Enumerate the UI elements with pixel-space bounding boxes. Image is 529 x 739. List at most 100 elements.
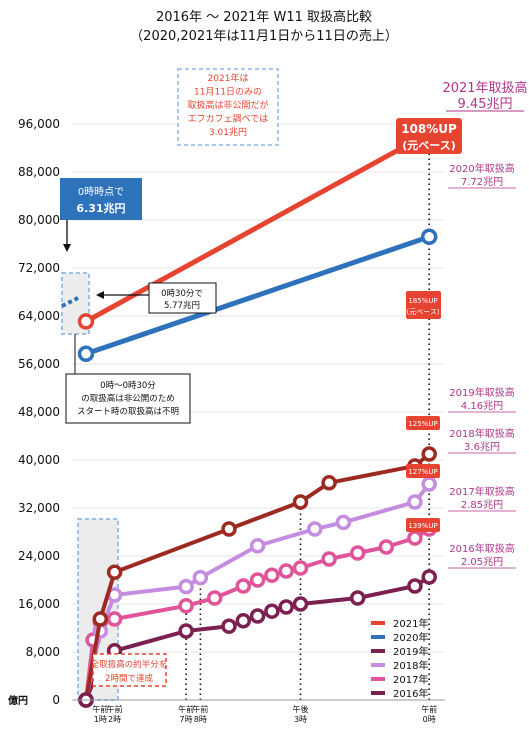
axes: 0 8,000 16,000 24,000 32,000 40,000 48,000 56,0… xyxy=(8,117,445,724)
dotted-guides xyxy=(185,139,431,700)
legend-label: 2019年 xyxy=(393,645,428,658)
y-tick-label: 40,000 xyxy=(18,453,60,467)
y-tick-label: 32,000 xyxy=(18,501,60,515)
data-point xyxy=(249,608,266,624)
label-2016-title: 2016年取扱高 xyxy=(449,542,514,555)
legend-label: 2021年 xyxy=(393,617,428,630)
data-point xyxy=(421,569,437,585)
x-tick-label-top: 午後 xyxy=(293,704,309,714)
label-2018-value: 3.6兆円 xyxy=(464,441,500,453)
y-tick-label: 96,000 xyxy=(18,117,60,131)
x-tick-label-top: 午前 xyxy=(178,704,194,714)
badge-185-line-1: 185%UP xyxy=(408,297,437,305)
chart-title: 2016年 〜 2021年 W11 取扱高比較 xyxy=(156,9,372,25)
callout-2021-arrow-head xyxy=(63,244,71,252)
data-point xyxy=(349,590,366,606)
data-point xyxy=(178,623,194,639)
series-line xyxy=(84,130,431,324)
note-2021-line-5: 3.01兆円 xyxy=(209,127,247,138)
legend-label: 2018年 xyxy=(393,659,428,672)
series-line xyxy=(85,234,431,357)
legend-label: 2020年 xyxy=(393,631,428,644)
data-point xyxy=(407,494,423,510)
note-2021-line-3: 取扱高は非公開だが xyxy=(187,99,268,111)
label-2021-value: 9.45兆円 xyxy=(458,97,513,112)
data-point xyxy=(292,560,309,576)
data-point xyxy=(292,596,309,612)
data-point xyxy=(264,567,280,583)
data-point xyxy=(192,569,209,586)
data-point xyxy=(106,564,123,580)
label-2020-value: 7.72兆円 xyxy=(461,176,503,188)
x-tick-label-bottom: 7時 xyxy=(180,715,193,724)
y-tick-label: 24,000 xyxy=(18,549,60,563)
series-line-2020-unknown xyxy=(61,295,81,308)
badge-up139-bg xyxy=(406,518,440,532)
x-tick-label-top: 午前 xyxy=(421,704,437,714)
data-point xyxy=(235,578,252,594)
label-2019-value: 4.16兆円 xyxy=(461,400,503,412)
data-point xyxy=(420,228,438,246)
note-2021-line-4: エフカフェ調べでは xyxy=(188,113,269,125)
badge-108-line-1: 108%UP xyxy=(401,122,457,136)
label-2018-title: 2018年取扱高 xyxy=(449,427,514,440)
data-point xyxy=(249,538,266,554)
label-2017-title: 2017年取扱高 xyxy=(449,485,514,498)
x-tick-label-top: 午前 xyxy=(107,704,123,714)
half-box xyxy=(92,653,167,687)
legend-label: 2016年 xyxy=(393,687,428,700)
series-line xyxy=(84,452,431,701)
data-point xyxy=(421,446,437,462)
label-2020-title: 2020年取扱高 xyxy=(449,162,514,175)
x-tick-label-bottom: 8時 xyxy=(194,715,207,724)
unknown-box xyxy=(65,373,191,424)
y-tick-label: 64,000 xyxy=(18,309,60,323)
note-2021-line-2: 11月11日のみの xyxy=(194,87,262,98)
y-tick-label: 48,000 xyxy=(18,405,60,419)
callout-2020-start-line-1: 0時30分で xyxy=(161,289,203,299)
x-tick-label-bottom: 3時 xyxy=(294,715,307,724)
y-tick-label: 72,000 xyxy=(18,261,60,275)
callout-2020-arrow-head xyxy=(96,291,104,299)
badge-108-bg xyxy=(396,118,462,154)
chart-subtitle: （2020,2021年は11月1日から11日の売上） xyxy=(130,28,398,44)
legend-label: 2017年 xyxy=(393,673,428,686)
half-line-2: 2時間で達成 xyxy=(105,673,153,684)
data-point xyxy=(221,618,237,634)
callout-2020-start-line-2: 5.77兆円 xyxy=(164,300,200,311)
label-2021-title: 2021年取扱高 xyxy=(442,80,527,96)
data-point xyxy=(307,521,323,537)
data-point xyxy=(278,599,294,615)
x-tick-label-top: 午前 xyxy=(92,704,108,714)
note-2021-box xyxy=(177,68,279,146)
y-tick-label: 16,000 xyxy=(18,597,60,611)
half-line-1: 全取扱高の約半分を xyxy=(91,659,168,670)
y-tick-label: 88,000 xyxy=(18,165,60,179)
data-point xyxy=(249,572,266,588)
x-tick-label-bottom: 1時 xyxy=(94,715,107,724)
data-point xyxy=(77,345,95,363)
label-2019-title: 2019年取扱高 xyxy=(449,386,514,399)
y-tick-label: 80,000 xyxy=(18,213,60,227)
x-tick-label-bottom: 0時 xyxy=(423,715,436,724)
badge-108-line-2: (元ベース) xyxy=(402,139,456,152)
data-point xyxy=(421,476,437,492)
x-tick-label-top: 午前 xyxy=(192,704,208,714)
badge-185-line-2: (元ベース) xyxy=(406,308,439,316)
data-point xyxy=(264,603,280,619)
data-point xyxy=(378,539,395,555)
y-tick-label: 0 xyxy=(52,693,60,707)
data-point xyxy=(407,530,423,546)
badge-up127: 127%UP xyxy=(408,468,437,476)
badge-up127-bg xyxy=(406,464,440,478)
y-unit-label: 億円 xyxy=(8,694,28,707)
unknown-line-1: 0時〜0時30分 xyxy=(100,381,156,391)
data-point xyxy=(178,598,194,614)
callout-2020-start-box xyxy=(148,282,217,314)
unknown-line-3: スタート時の取扱高は不明 xyxy=(77,406,179,417)
unknown-line-2: の取扱高は非公開のため xyxy=(81,393,175,404)
data-point xyxy=(407,578,423,594)
